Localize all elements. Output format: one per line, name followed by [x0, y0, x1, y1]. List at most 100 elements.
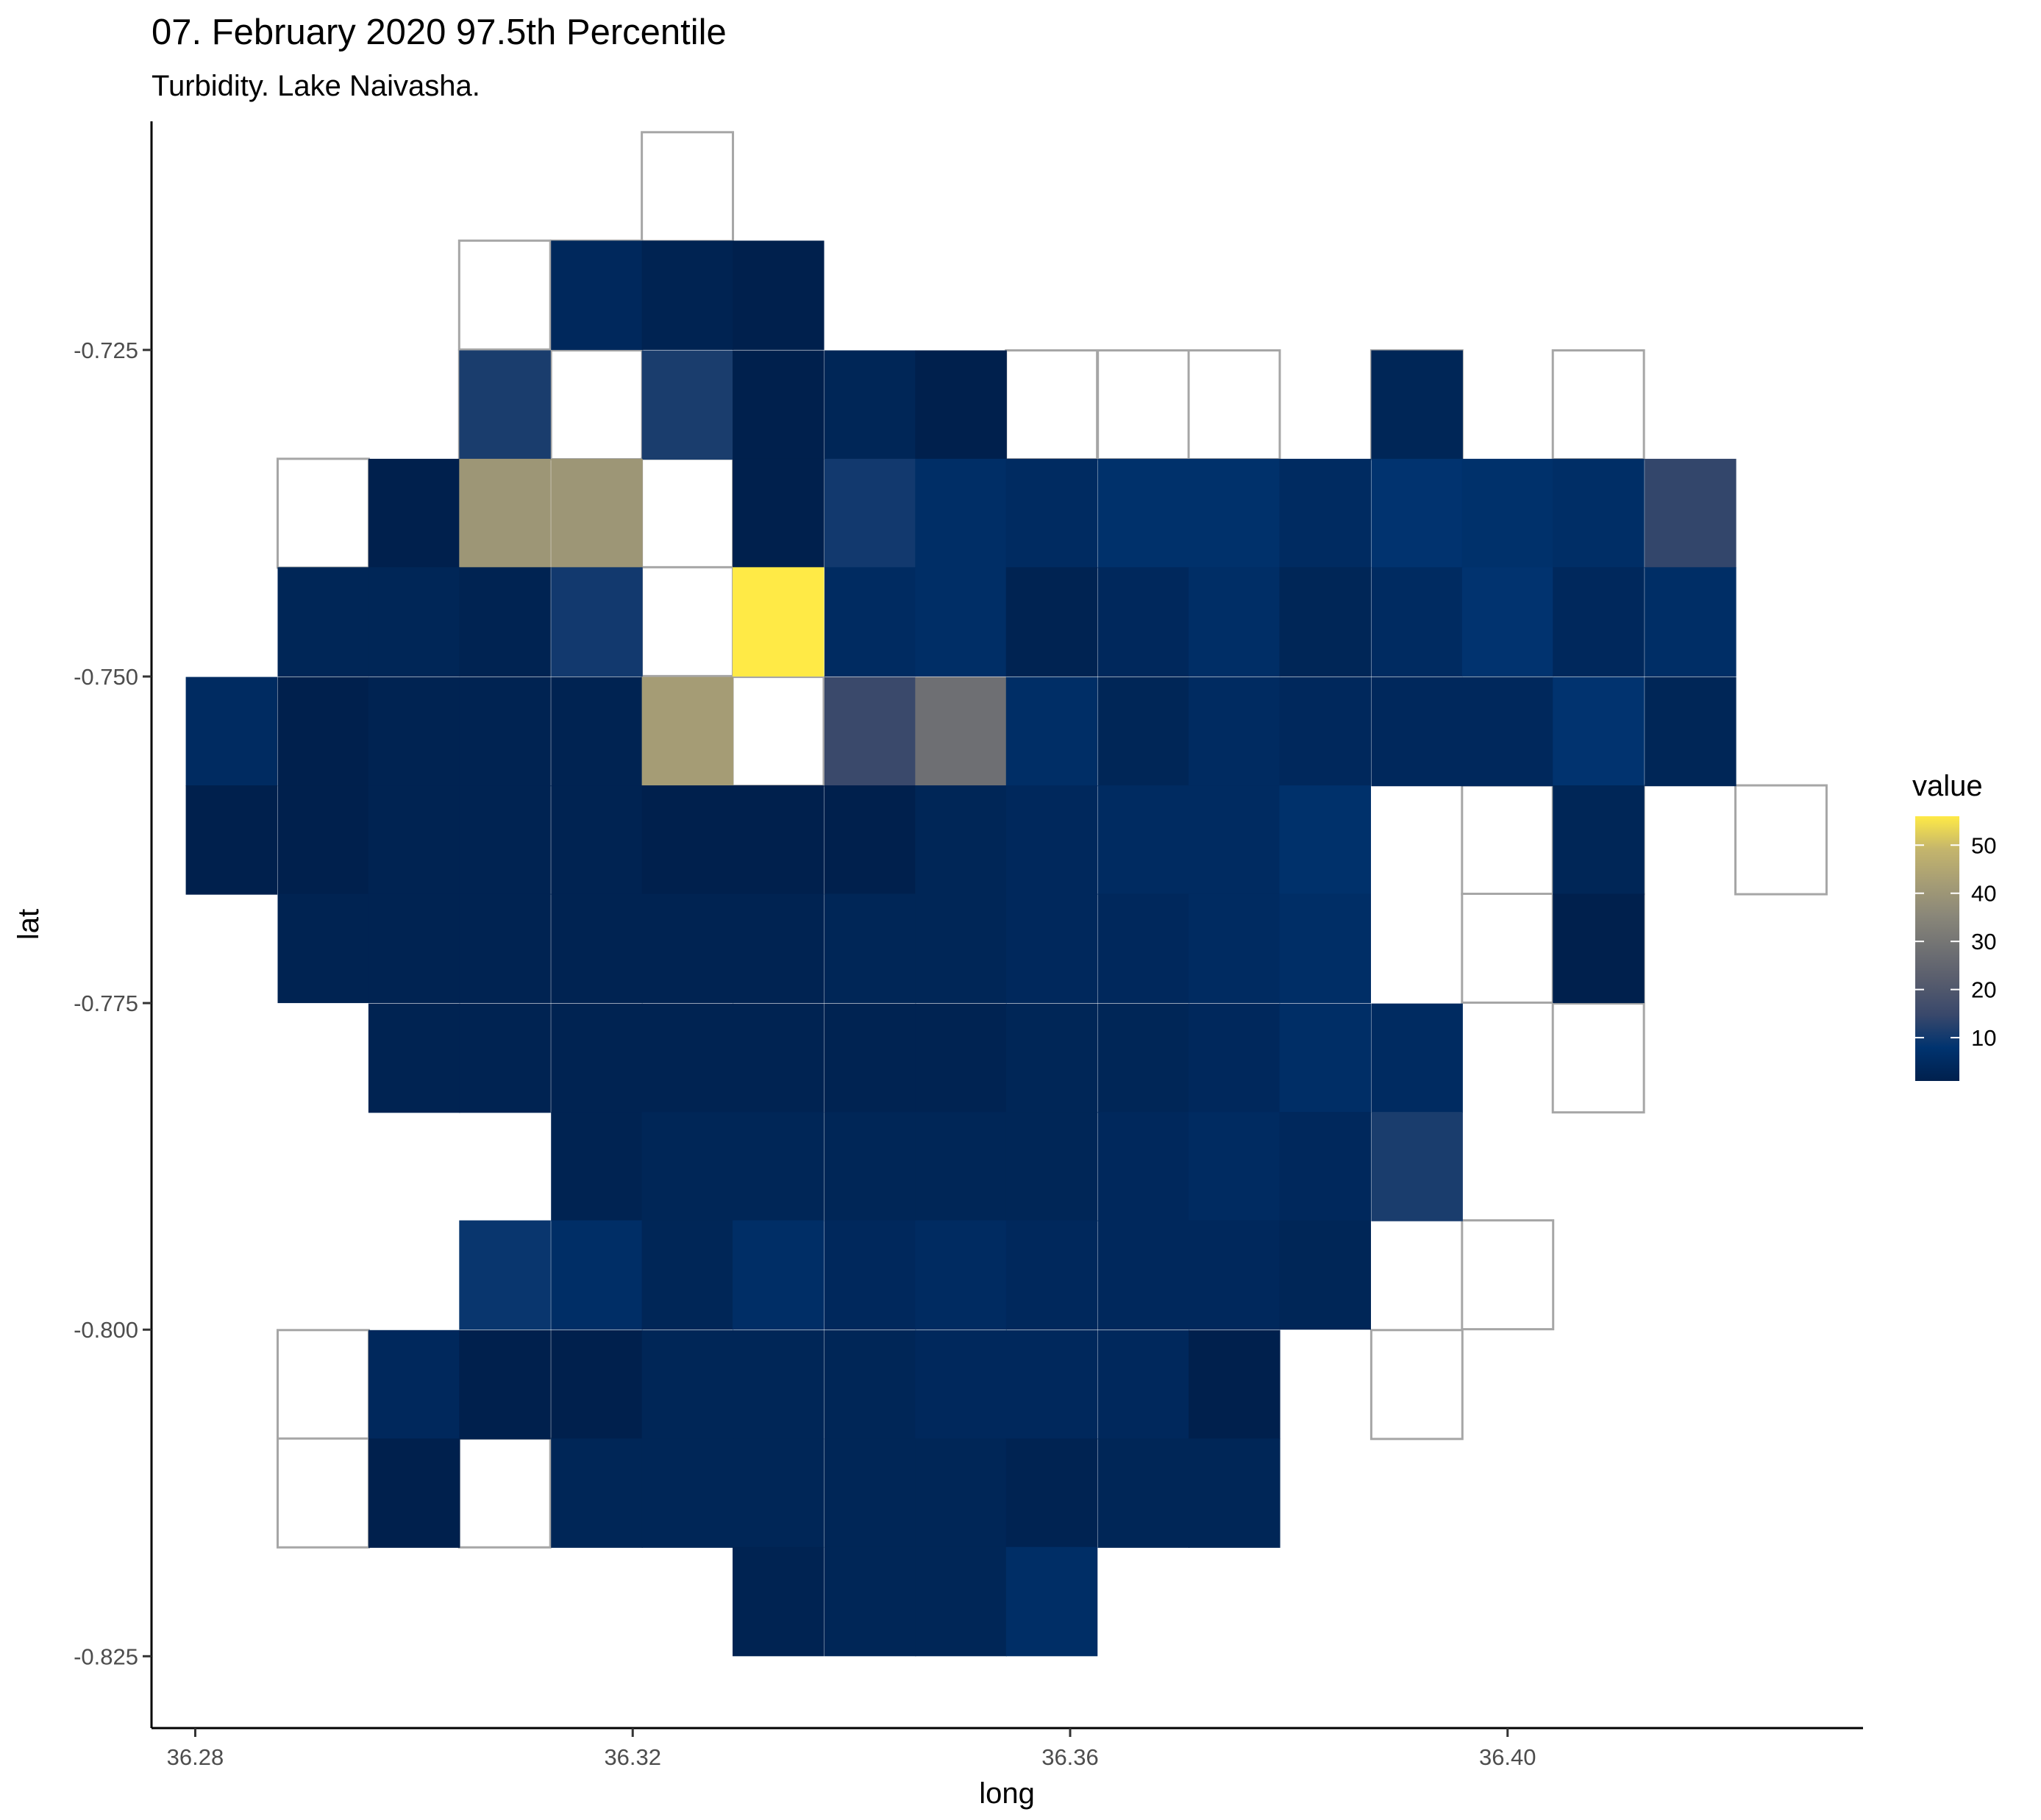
heatmap-cell — [824, 677, 916, 787]
missing-cell — [1551, 349, 1645, 460]
heatmap-cell — [1189, 1003, 1280, 1113]
heatmap-cell — [641, 1330, 734, 1440]
heatmap-cell — [1189, 567, 1280, 677]
heatmap-cell — [551, 1438, 643, 1548]
heatmap-cell — [733, 893, 824, 1004]
heatmap-cell — [1005, 785, 1098, 895]
heatmap-cell — [1461, 567, 1554, 677]
heatmap-cell — [1005, 1546, 1098, 1657]
heatmap-cell — [824, 458, 916, 568]
heatmap-cell — [368, 1438, 460, 1548]
heatmap-cell — [915, 1438, 1007, 1548]
heatmap-cell — [1097, 893, 1190, 1004]
heatmap-cell — [824, 785, 916, 895]
x-axis-title: long — [979, 1777, 1035, 1810]
y-tick-label: -0.800 — [74, 1317, 138, 1343]
legend-title: value — [1912, 770, 1983, 802]
heatmap-cell — [1371, 458, 1463, 568]
missing-cell — [276, 1437, 370, 1549]
heatmap-cell — [824, 1112, 916, 1221]
heatmap-cell — [824, 1220, 916, 1330]
heatmap-cell — [1645, 458, 1737, 568]
heatmap-cell — [915, 785, 1007, 895]
heatmap-cell — [459, 567, 551, 677]
heatmap-cell — [1005, 677, 1098, 787]
heatmap-cell — [1189, 458, 1280, 568]
y-tick-label: -0.750 — [74, 664, 138, 690]
heatmap-cell — [824, 1546, 916, 1657]
heatmap-cell — [915, 567, 1007, 677]
heatmap-cell — [915, 1112, 1007, 1221]
heatmap-cell — [1097, 785, 1190, 895]
chart-title: 07. February 2020 97.5th Percentile — [152, 13, 727, 52]
heatmap-cell — [551, 567, 643, 677]
heatmap-cell — [551, 1112, 643, 1221]
heatmap-cell — [915, 1546, 1007, 1657]
heatmap-cell — [551, 1330, 643, 1440]
heatmap-cell — [551, 785, 643, 895]
heatmap-cell — [915, 1003, 1007, 1113]
heatmap-cell — [641, 893, 734, 1004]
heatmap-cell — [1097, 677, 1190, 787]
heatmap-cell — [551, 893, 643, 1004]
heatmap-cell — [1189, 1220, 1280, 1330]
missing-cell — [641, 565, 735, 677]
heatmap-cell — [1279, 1003, 1371, 1113]
heatmap-cell — [459, 350, 551, 460]
heatmap-cell — [641, 240, 734, 350]
legend-tick-label: 50 — [1971, 832, 1996, 858]
heatmap-cell — [368, 458, 460, 568]
heatmap-cell — [641, 785, 734, 895]
heatmap-cell — [551, 240, 643, 350]
legend-colorbar — [1915, 816, 1959, 1081]
missing-cell — [457, 239, 552, 351]
y-tick-label: -0.825 — [74, 1644, 138, 1669]
missing-cell — [641, 457, 735, 569]
missing-cell — [1097, 349, 1191, 460]
heatmap-cell — [733, 1003, 824, 1113]
heatmap-cell — [1371, 677, 1463, 787]
heatmap-cell — [1005, 1438, 1098, 1548]
heatmap-cell — [1279, 1112, 1371, 1221]
heatmap-cell — [368, 785, 460, 895]
missing-cell — [457, 1437, 552, 1549]
heatmap-cells — [185, 240, 1737, 1657]
heatmap-cell — [551, 1220, 643, 1330]
heatmap-cell — [1645, 567, 1737, 677]
heatmap-cell — [641, 1220, 734, 1330]
heatmap-cell — [733, 350, 824, 460]
heatmap-cell — [368, 1330, 460, 1440]
heatmap-cell — [1005, 567, 1098, 677]
x-tick-label: 36.40 — [1479, 1744, 1536, 1770]
heatmap-cell — [1553, 458, 1645, 568]
heatmap-cell — [824, 567, 916, 677]
heatmap-cell — [915, 458, 1007, 568]
missing-cell — [1551, 1002, 1645, 1114]
heatmap-cell — [277, 677, 369, 787]
heatmap-cell — [368, 677, 460, 787]
missing-cell — [1734, 784, 1828, 896]
chart-subtitle: Turbidity. Lake Naivasha. — [152, 70, 480, 102]
heatmap-cell — [1189, 785, 1280, 895]
missing-cell — [549, 349, 644, 460]
heatmap-cell — [1189, 893, 1280, 1004]
heatmap-cell — [368, 893, 460, 1004]
heatmap-cell — [733, 1330, 824, 1440]
heatmap-cell — [824, 350, 916, 460]
heatmap-cell — [185, 785, 278, 895]
heatmap-cell — [824, 893, 916, 1004]
heatmap-cell — [1097, 1112, 1190, 1221]
heatmap-cell — [1097, 1220, 1190, 1330]
heatmap-cell — [368, 1003, 460, 1113]
heatmap-cell — [641, 350, 734, 460]
x-tick-label: 36.32 — [604, 1744, 661, 1770]
missing-cell — [276, 1329, 370, 1441]
missing-cell — [1461, 1219, 1555, 1331]
heatmap-cell — [824, 1003, 916, 1113]
heatmap-cell — [824, 1438, 916, 1548]
heatmap-cell — [1645, 677, 1737, 787]
heatmap-cell — [459, 1330, 551, 1440]
heatmap-cell — [733, 458, 824, 568]
y-axis-ticks: -0.725 -0.750 -0.775 -0.800 -0.825 — [74, 338, 152, 1669]
